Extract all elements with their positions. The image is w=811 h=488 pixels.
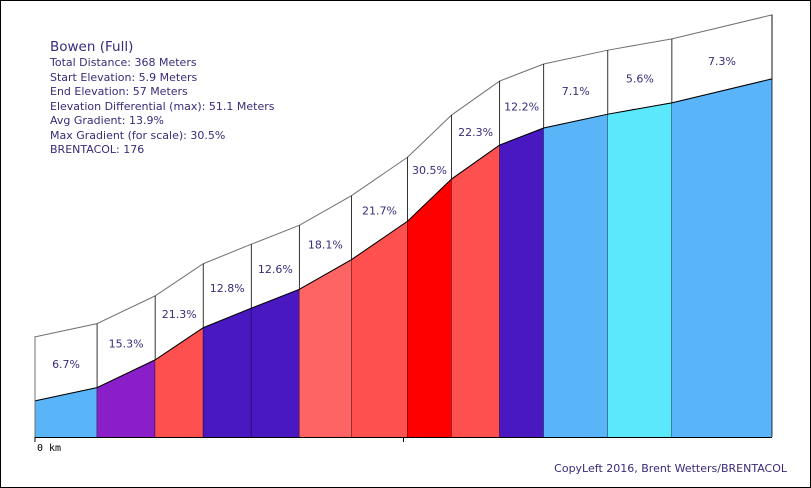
x-axis-start-label: 0 km — [37, 443, 61, 454]
stat-start-elevation: Start Elevation: 5.9 Meters — [50, 70, 198, 84]
segment-gradient-label: 21.7% — [362, 204, 397, 217]
segment-gradient-label: 18.1% — [308, 239, 343, 252]
segment-fill — [97, 359, 156, 437]
segment-fill — [671, 78, 772, 438]
segment-gradient-label: 5.6% — [626, 73, 654, 86]
segment-gradient-label: 12.8% — [210, 282, 245, 295]
segment-fill — [155, 327, 204, 437]
profile-line — [34, 78, 773, 402]
segment-fill — [35, 387, 98, 437]
stat-end-elevation: End Elevation: 57 Meters — [50, 85, 188, 98]
segment-gradient-label: 15.3% — [109, 338, 144, 351]
segment-fill — [543, 114, 608, 438]
stat-max-gradient: Max Gradient (for scale): 30.5% — [50, 128, 226, 142]
segment-gradient-label: 30.5% — [412, 164, 447, 177]
chart-title: Bowen (Full) — [50, 39, 134, 55]
segment-fill — [499, 128, 544, 438]
stat-total-distance: Total Distance: 368 Meters — [50, 56, 197, 69]
segment-gradient-label: 6.7% — [52, 358, 80, 371]
segment-gradient-label: 12.6% — [258, 263, 293, 276]
copyright-footer: CopyLeft 2016, Brent Wetters/BRENTACOL — [554, 462, 787, 475]
segment-fill — [251, 289, 300, 437]
segment-fill — [451, 145, 500, 438]
segment-gradient-label: 21.3% — [162, 308, 197, 321]
stat-elevation-differential: Elevation Differential (max): 51.1 Meter… — [50, 99, 275, 113]
stat-avg-gradient: Avg Gradient: 13.9% — [50, 114, 164, 127]
segment-gradient-label: 7.1% — [562, 85, 590, 98]
segment-gradient-label: 22.3% — [458, 126, 493, 139]
segment-fill — [299, 259, 352, 437]
segment-fill — [351, 221, 408, 437]
segment-fill — [407, 179, 452, 437]
segment-fill — [203, 308, 252, 437]
segment-gradient-label: 7.3% — [708, 55, 736, 68]
segment-gradient-label: 12.2% — [504, 101, 539, 114]
segment-fill — [607, 102, 672, 437]
stat-brentacol: BRENTACOL: 176 — [50, 143, 145, 156]
stats-panel: Bowen (Full) Total Distance: 368 Meters … — [50, 38, 274, 158]
